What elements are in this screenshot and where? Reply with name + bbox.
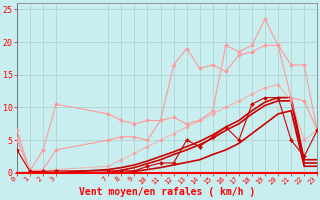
X-axis label: Vent moyen/en rafales ( km/h ): Vent moyen/en rafales ( km/h ) [79,187,255,197]
